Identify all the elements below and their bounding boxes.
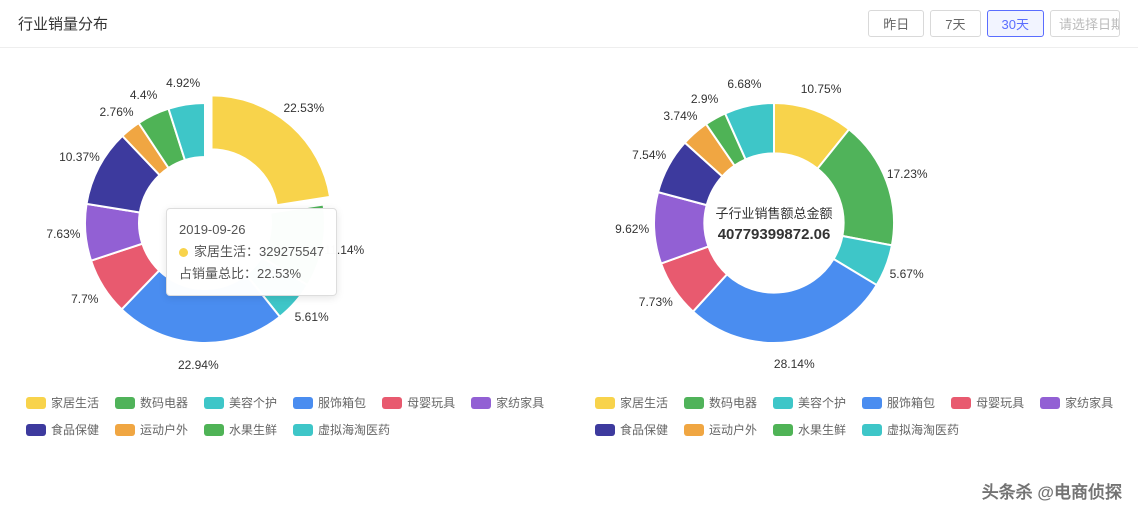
- legend-item[interactable]: 虚拟海淘医药: [293, 421, 390, 438]
- slice-label: 7.54%: [632, 148, 666, 162]
- sales-volume-chart: 22.53% 11.14% 5.61% 22.94% 7.7% 7.63% 10.37% 2.…: [20, 58, 549, 438]
- slice-label: 7.63%: [46, 227, 80, 241]
- legend-swatch: [595, 424, 615, 436]
- legend-item[interactable]: 家纺家具: [471, 394, 544, 411]
- legend-item[interactable]: 运动户外: [684, 421, 757, 438]
- center-title: 子行业销售额总金额: [684, 203, 864, 222]
- panel-title: 行业销量分布: [18, 13, 108, 34]
- slice-label: 22.53%: [283, 101, 324, 115]
- legend-item[interactable]: 食品保健: [26, 421, 99, 438]
- time-range-controls: 昨日 7天 30天 请选择日期: [868, 10, 1120, 37]
- legend-label: 水果生鲜: [798, 421, 846, 438]
- legend-item[interactable]: 母婴玩具: [382, 394, 455, 411]
- legend-swatch: [293, 424, 313, 436]
- legend-label: 食品保健: [51, 421, 99, 438]
- legend-swatch: [471, 397, 491, 409]
- legend-item[interactable]: 服饰箱包: [293, 394, 366, 411]
- range-7d-button[interactable]: 7天: [930, 10, 980, 37]
- watermark: 头条杀 @电商侦探: [982, 478, 1122, 503]
- legend-swatch: [115, 397, 135, 409]
- legend-item[interactable]: 虚拟海淘医药: [862, 421, 959, 438]
- slice-label: 9.62%: [615, 222, 649, 236]
- legend-label: 虚拟海淘医药: [887, 421, 959, 438]
- legend-swatch: [382, 397, 402, 409]
- slice-label: 3.74%: [663, 109, 697, 123]
- slice-label: 10.75%: [801, 82, 842, 96]
- legend-label: 数码电器: [140, 394, 188, 411]
- legend-swatch: [862, 397, 882, 409]
- legend-label: 虚拟海淘医药: [318, 421, 390, 438]
- slice-label: 4.4%: [130, 88, 157, 102]
- slice-label: 2.9%: [691, 92, 718, 106]
- center-value: 40779399872.06: [684, 226, 864, 243]
- legend-item[interactable]: 水果生鲜: [773, 421, 846, 438]
- legend-label: 母婴玩具: [976, 394, 1024, 411]
- slice-label: 7.73%: [639, 295, 673, 309]
- legend-swatch: [773, 424, 793, 436]
- legend-label: 美容个护: [798, 394, 846, 411]
- slice-label: 22.94%: [178, 358, 219, 372]
- legend-label: 家居生活: [620, 394, 668, 411]
- donut-center: 子行业销售额总金额 40779399872.06: [684, 203, 864, 243]
- slice-label: 7.7%: [71, 292, 98, 306]
- legend-label: 数码电器: [709, 394, 757, 411]
- legend-item[interactable]: 运动户外: [115, 421, 188, 438]
- legend-label: 家纺家具: [1065, 394, 1113, 411]
- header: 行业销量分布 昨日 7天 30天 请选择日期: [0, 0, 1138, 48]
- legend-swatch: [862, 424, 882, 436]
- legend-swatch: [204, 424, 224, 436]
- legend-item[interactable]: 数码电器: [684, 394, 757, 411]
- legend-item[interactable]: 服饰箱包: [862, 394, 935, 411]
- slice-label: 4.92%: [166, 76, 200, 90]
- date-picker[interactable]: 请选择日期: [1050, 10, 1120, 37]
- legend-item[interactable]: 家居生活: [595, 394, 668, 411]
- legend-item[interactable]: 母婴玩具: [951, 394, 1024, 411]
- legend-item[interactable]: 水果生鲜: [204, 421, 277, 438]
- legend-swatch: [26, 424, 46, 436]
- legend-label: 水果生鲜: [229, 421, 277, 438]
- legend-label: 服饰箱包: [887, 394, 935, 411]
- sales-amount-chart: 10.75% 17.23% 5.67% 28.14% 7.73% 9.62% 7.54% 3.…: [589, 58, 1118, 438]
- legend-swatch: [204, 397, 224, 409]
- legend-item[interactable]: 食品保健: [595, 421, 668, 438]
- legend-label: 家居生活: [51, 394, 99, 411]
- slice-label: 28.14%: [774, 357, 815, 371]
- slice-label: 2.76%: [100, 105, 134, 119]
- legend-label: 运动户外: [140, 421, 188, 438]
- legend-label: 服饰箱包: [318, 394, 366, 411]
- slice-label: 5.61%: [295, 310, 329, 324]
- legend-item[interactable]: 美容个护: [204, 394, 277, 411]
- legend-swatch: [1040, 397, 1060, 409]
- legend-label: 运动户外: [709, 421, 757, 438]
- legend-swatch: [115, 424, 135, 436]
- legend-item[interactable]: 数码电器: [115, 394, 188, 411]
- legend-swatch: [773, 397, 793, 409]
- legend-swatch: [293, 397, 313, 409]
- legend-swatch: [951, 397, 971, 409]
- legend-item[interactable]: 家纺家具: [1040, 394, 1113, 411]
- slice-label: 6.68%: [727, 77, 761, 91]
- legend-label: 食品保健: [620, 421, 668, 438]
- slice-label: 17.23%: [887, 167, 928, 181]
- slice-label: 5.67%: [890, 267, 924, 281]
- slice-label: 10.37%: [59, 150, 100, 164]
- slice-label: 11.14%: [324, 243, 364, 257]
- legend-label: 家纺家具: [496, 394, 544, 411]
- legend-swatch: [684, 424, 704, 436]
- legend-swatch: [684, 397, 704, 409]
- legend-swatch: [26, 397, 46, 409]
- range-30d-button[interactable]: 30天: [987, 10, 1044, 37]
- legend-label: 母婴玩具: [407, 394, 455, 411]
- legend-item[interactable]: 家居生活: [26, 394, 99, 411]
- range-yesterday-button[interactable]: 昨日: [868, 10, 924, 37]
- legend-label: 美容个护: [229, 394, 277, 411]
- legend-swatch: [595, 397, 615, 409]
- legend-item[interactable]: 美容个护: [773, 394, 846, 411]
